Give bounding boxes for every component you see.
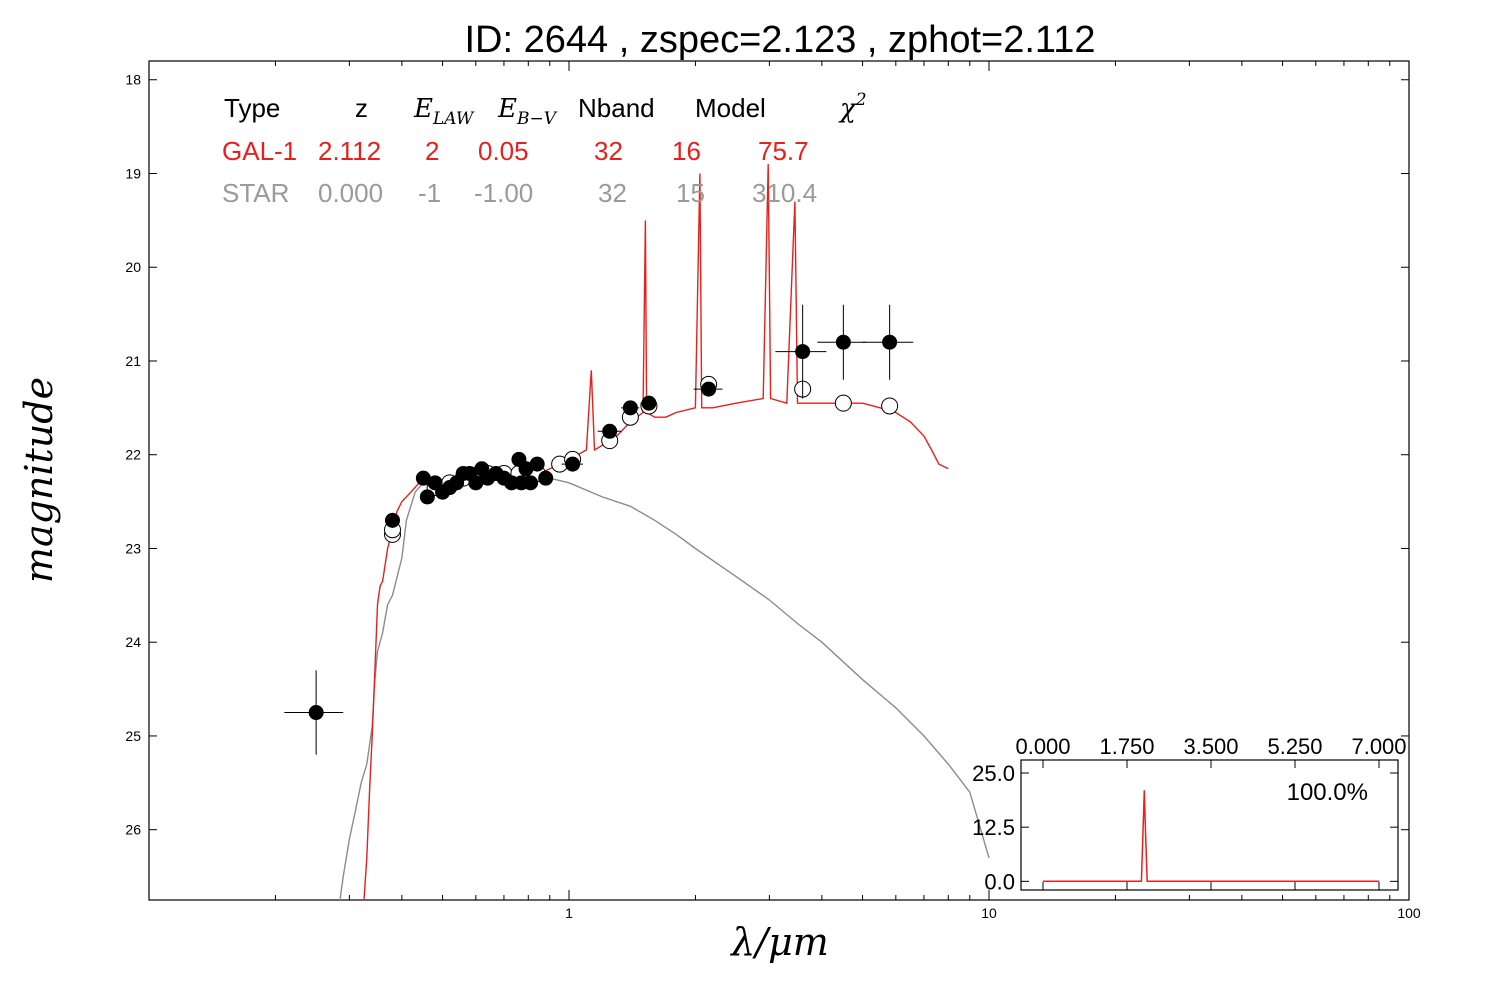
x-axis-label: λ/μm <box>729 920 829 964</box>
observed-magnitude-point <box>518 461 534 477</box>
table-header-z: z <box>355 93 368 123</box>
model-magnitude-point <box>834 394 852 412</box>
star-chi2: 310.4 <box>752 178 817 208</box>
x-tick-label: 10 <box>981 905 997 921</box>
figure-title: ID: 2644 , zspec=2.123 , zphot=2.112 <box>465 19 1096 61</box>
table-header-type: Type <box>224 93 280 123</box>
observed-magnitude-point <box>308 705 324 721</box>
inset-annotation: 100.0% <box>1287 779 1368 806</box>
star-elaw: -1 <box>418 178 441 208</box>
sed-curves <box>339 164 990 901</box>
table-header-nband: Nband <box>578 93 655 123</box>
observed-magnitude-point <box>419 489 435 505</box>
y-tick-label: 20 <box>125 259 141 275</box>
star-model: 15 <box>676 178 705 208</box>
main-axis-ticks: 18 19 20 21 22 23 24 25 26 1 10 100 <box>125 61 1421 921</box>
y-tick-label: 22 <box>125 447 141 463</box>
pdz-line <box>1043 790 1379 883</box>
table-header-chi2: χ2 <box>838 90 867 124</box>
pdz-curve <box>1043 790 1379 883</box>
x-tick-label: 100 <box>1397 905 1421 921</box>
observed-magnitude-point <box>415 470 431 486</box>
table-row-star: STAR 0.000 -1 -1.00 32 15 310.4 <box>222 178 817 208</box>
gal-nband: 32 <box>594 136 623 166</box>
observed-magnitude-point <box>795 344 811 360</box>
observed-magnitude-point <box>622 400 638 416</box>
y-tick-label: 19 <box>125 165 141 181</box>
star-ebv: -1.00 <box>474 178 533 208</box>
y-tick-label: 18 <box>125 72 141 88</box>
gal-chi2: 75.7 <box>758 136 809 166</box>
observed-magnitude-point <box>701 381 717 397</box>
star-nband: 32 <box>598 178 627 208</box>
y-tick-label: 21 <box>125 353 141 369</box>
inset-y-tick-label: 12.5 <box>972 815 1015 840</box>
gal-z: 2.112 <box>318 136 381 166</box>
galaxy-spectrum-line <box>363 164 949 901</box>
y-tick-label: 23 <box>125 540 141 556</box>
main-plot-frame <box>148 60 1410 901</box>
table-header-model: Model <box>695 93 766 123</box>
y-tick-label: 24 <box>125 634 141 650</box>
gal-ebv: 0.05 <box>478 136 529 166</box>
inset-x-tick-label: 5.250 <box>1267 734 1322 759</box>
star-spectrum-line <box>339 477 990 901</box>
inset-x-tick-label: 3.500 <box>1183 734 1238 759</box>
table-header-elaw: ELAW <box>413 94 475 129</box>
table-header-ebv: EB−V <box>497 94 558 129</box>
observed-magnitude-point <box>641 395 657 411</box>
gal-type: GAL-1 <box>222 136 297 166</box>
inset-y-tick-label: 0.0 <box>984 869 1015 894</box>
fit-table: Type z ELAW EB−V Nband Model χ2 GAL-1 2.… <box>222 90 867 208</box>
y-tick-label: 26 <box>125 822 141 838</box>
observed-magnitude-point <box>523 475 539 491</box>
y-tick-label: 25 <box>125 728 141 744</box>
observed-magnitude-point <box>385 512 401 528</box>
photometry-points <box>284 304 914 755</box>
inset-x-tick-label: 0.000 <box>1015 734 1070 759</box>
inset-x-tick-label: 7.000 <box>1351 734 1406 759</box>
observed-magnitude-point <box>602 423 618 439</box>
inset-frame <box>1020 759 1399 891</box>
observed-magnitude-point <box>468 475 484 491</box>
inset-y-tick-label: 25.0 <box>972 761 1015 786</box>
table-row-gal: GAL-1 2.112 2 0.05 32 16 75.7 <box>222 136 809 166</box>
observed-magnitude-point <box>882 334 898 350</box>
y-axis-label: magnitude <box>17 377 61 583</box>
inset-x-tick-label: 1.750 <box>1099 734 1154 759</box>
gal-model: 16 <box>672 136 701 166</box>
x-tick-label: 1 <box>565 905 573 921</box>
model-magnitude-point <box>881 397 899 415</box>
inset-axis-ticks: 0.000 1.750 3.500 5.250 7.000 0.0 12.5 25.0 <box>972 734 1406 894</box>
observed-magnitude-point <box>529 456 545 472</box>
observed-magnitude-point <box>538 470 554 486</box>
gal-elaw: 2 <box>425 136 439 166</box>
star-z: 0.000 <box>318 178 383 208</box>
star-type: STAR <box>222 178 289 208</box>
pdz-inset: 0.000 1.750 3.500 5.250 7.000 0.0 12.5 25.0 100… <box>972 734 1406 894</box>
observed-magnitude-point <box>835 334 851 350</box>
observed-magnitude-point <box>565 456 581 472</box>
